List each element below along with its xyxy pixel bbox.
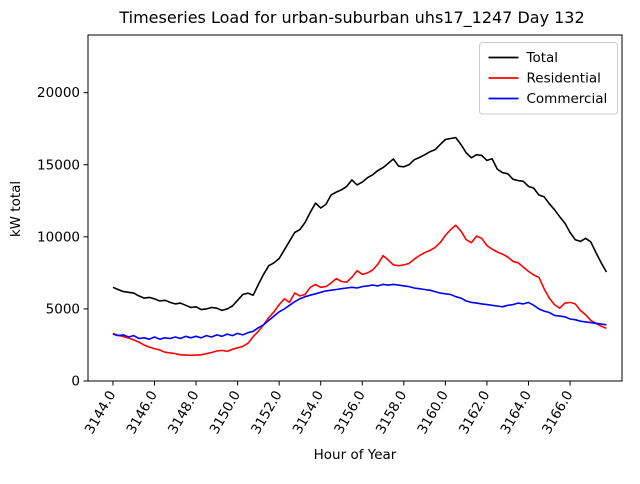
series-commercial-line: [112, 283, 607, 341]
x-axis-ticks: 3144.0 3146.0 3148.0 3150.0 3152.0 3154.0 3156…: [82, 381, 577, 437]
plot-series: [112, 136, 608, 357]
legend-label-commercial: Commercial: [527, 91, 608, 107]
x-tick-label: 3148.0: [165, 388, 202, 437]
legend-label-residential: Residential: [527, 71, 601, 87]
y-tick-label: 5000: [46, 301, 80, 317]
series-residential-line: [112, 224, 607, 357]
x-tick-label: 3158.0: [373, 388, 410, 437]
x-tick-label: 3150.0: [207, 388, 244, 437]
y-tick-label: 0: [71, 374, 80, 390]
legend-label-total: Total: [526, 50, 559, 66]
y-tick-label: 15000: [37, 157, 80, 173]
y-tick-label: 20000: [37, 85, 80, 101]
x-tick-label: 3164.0: [497, 388, 534, 437]
x-tick-label: 3162.0: [456, 388, 493, 437]
x-tick-label: 3160.0: [414, 388, 451, 437]
x-tick-label: 3152.0: [248, 388, 285, 437]
x-tick-label: 3166.0: [539, 388, 576, 437]
series-total-line: [112, 136, 608, 312]
legend: Total Residential Commercial: [479, 42, 618, 115]
y-axis-label: kW total: [8, 181, 24, 237]
x-axis-label: Hour of Year: [314, 447, 397, 463]
chart-title: Timeseries Load for urban-suburban uhs17…: [118, 8, 584, 28]
x-tick-label: 3154.0: [290, 388, 327, 437]
y-axis-ticks: 0 5000 10000 15000 20000: [37, 85, 88, 390]
x-tick-label: 3144.0: [82, 388, 119, 437]
legend-box: [479, 42, 618, 115]
x-tick-label: 3156.0: [331, 388, 368, 437]
plot-area-border: [87, 34, 623, 382]
x-tick-label: 3146.0: [123, 388, 160, 437]
y-tick-label: 10000: [37, 229, 80, 245]
